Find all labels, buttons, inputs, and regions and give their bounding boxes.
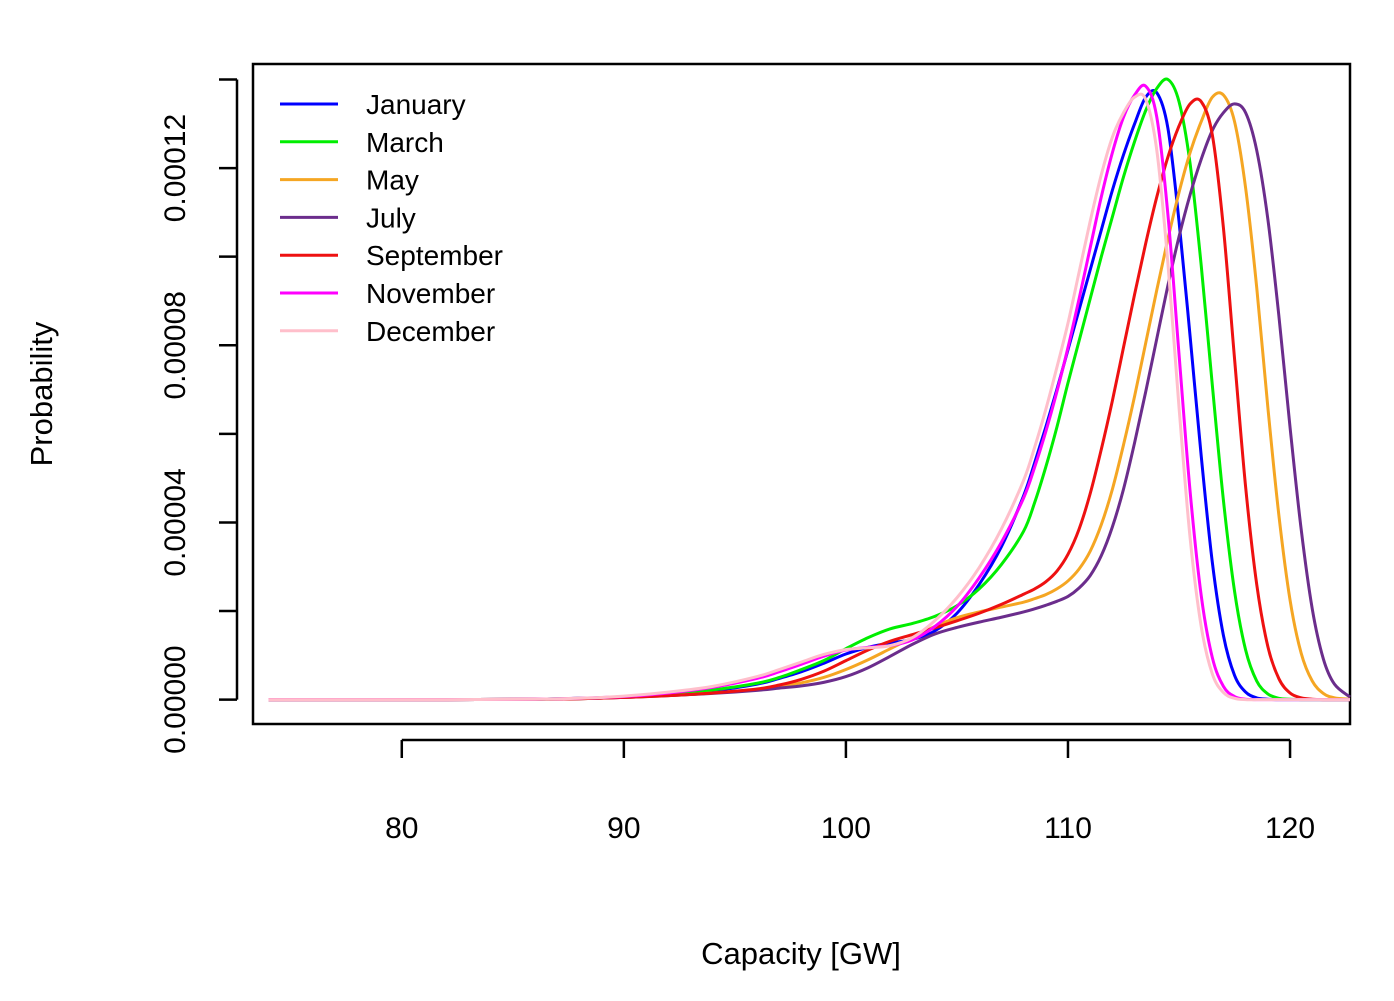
legend-label-september: September (366, 240, 503, 271)
series-line-march (268, 77, 1350, 702)
y-tick-label: 0.00008 (159, 291, 192, 399)
x-axis-title: Capacity [GW] (701, 936, 901, 971)
y-tick-label: 0.00004 (159, 468, 192, 576)
series-line-september (268, 97, 1350, 702)
series-layer (268, 77, 1351, 702)
legend-label-december: December (366, 316, 495, 347)
x-tick-label: 90 (607, 812, 640, 845)
legend-label-january: January (366, 89, 466, 120)
legend-label-march: March (366, 127, 444, 158)
legend-label-may: May (366, 165, 419, 196)
x-tick-label: 120 (1265, 812, 1315, 845)
y-tick-label: 0.00000 (159, 645, 192, 753)
series-line-december (268, 92, 1350, 702)
x-tick-label: 100 (821, 812, 871, 845)
x-tick-label: 80 (385, 812, 418, 845)
x-tick-label: 110 (1044, 812, 1092, 845)
y-axis-title: Probability (24, 321, 59, 466)
legend: January March May July September November Dece… (280, 89, 503, 347)
x-axis: 80 90 100 110 120 (385, 738, 1315, 845)
plot-area (251, 62, 1352, 726)
y-axis: 0.00000 0.00004 0.00008 0.00012 (159, 78, 239, 754)
legend-label-july: July (366, 202, 416, 233)
legend-label-november: November (366, 278, 495, 309)
y-tick-label: 0.00012 (159, 114, 192, 222)
